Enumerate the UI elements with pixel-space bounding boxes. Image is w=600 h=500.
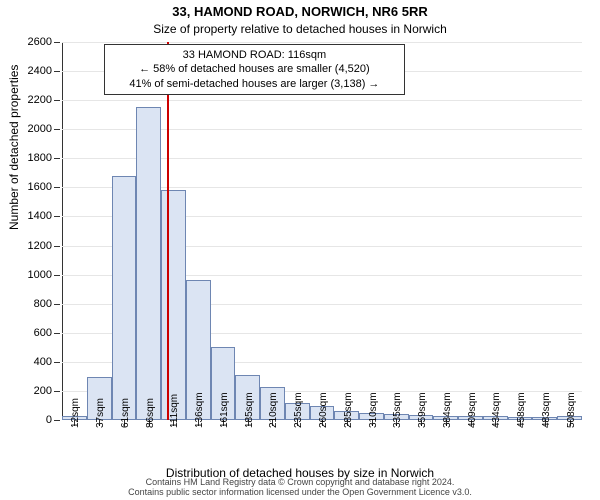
- annotation-line-2: ← 58% of detached houses are smaller (4,…: [139, 63, 370, 75]
- y-tick-label: 800: [34, 298, 62, 310]
- plot-area: 0200400600800100012001400160018002000220…: [62, 42, 582, 420]
- y-tick-label: 1200: [28, 240, 62, 252]
- attribution-line-1: Contains HM Land Registry data © Crown c…: [146, 477, 455, 487]
- x-tick-label: 61sqm: [120, 398, 131, 428]
- y-axis-line: [62, 42, 63, 420]
- x-tick-label: 136sqm: [194, 392, 205, 428]
- x-tick-label: 409sqm: [467, 392, 478, 428]
- y-tick-label: 400: [34, 356, 62, 368]
- y-tick-label: 1400: [28, 210, 62, 222]
- y-tick-label: 0: [46, 414, 62, 426]
- x-tick-label: 508sqm: [566, 392, 577, 428]
- x-tick-label: 86sqm: [145, 398, 156, 428]
- x-tick-label: 285sqm: [343, 392, 354, 428]
- attribution-line-2: Contains public sector information licen…: [128, 487, 472, 497]
- x-tick-label: 161sqm: [219, 392, 230, 428]
- reference-line: [167, 42, 169, 420]
- figure-container: 33, HAMOND ROAD, NORWICH, NR6 5RR Size o…: [0, 0, 600, 500]
- annotation-line-1: 33 HAMOND ROAD: 116sqm: [183, 49, 326, 61]
- annotation-line-3: 41% of semi-detached houses are larger (…: [129, 78, 379, 90]
- y-tick-label: 1000: [28, 269, 62, 281]
- x-tick-label: 12sqm: [70, 398, 81, 428]
- y-axis-label-text: Number of detached properties: [7, 65, 21, 230]
- x-tick-label: 185sqm: [244, 392, 255, 428]
- x-tick-label: 384sqm: [442, 392, 453, 428]
- x-tick-label: 210sqm: [268, 392, 279, 428]
- histogram-bar: [112, 176, 137, 420]
- attribution-text: Contains HM Land Registry data © Crown c…: [0, 478, 600, 498]
- x-tick-label: 434sqm: [491, 392, 502, 428]
- x-tick-label: 37sqm: [95, 398, 106, 428]
- y-tick-label: 1600: [28, 181, 62, 193]
- y-tick-label: 2000: [28, 123, 62, 135]
- x-tick-label: 111sqm: [169, 394, 180, 428]
- y-tick-label: 1800: [28, 152, 62, 164]
- x-tick-label: 335sqm: [392, 392, 403, 428]
- y-tick-label: 600: [34, 327, 62, 339]
- gridline: [62, 100, 582, 101]
- x-tick-label: 359sqm: [417, 392, 428, 428]
- gridline: [62, 42, 582, 43]
- chart-title: 33, HAMOND ROAD, NORWICH, NR6 5RR: [0, 4, 600, 19]
- y-tick-label: 2200: [28, 94, 62, 106]
- x-tick-label: 483sqm: [541, 392, 552, 428]
- x-tick-label: 235sqm: [293, 392, 304, 428]
- x-tick-label: 260sqm: [318, 392, 329, 428]
- y-axis-label: Number of detached properties: [7, 65, 21, 230]
- x-tick-label: 310sqm: [368, 392, 379, 428]
- histogram-bar: [161, 190, 186, 420]
- x-tick-label: 458sqm: [516, 392, 527, 428]
- annotation-box: 33 HAMOND ROAD: 116sqm ← 58% of detached …: [104, 44, 406, 95]
- y-tick-label: 2600: [28, 36, 62, 48]
- histogram-bar: [136, 107, 161, 420]
- y-tick-label: 2400: [28, 65, 62, 77]
- y-tick-label: 200: [34, 385, 62, 397]
- chart-subtitle: Size of property relative to detached ho…: [0, 22, 600, 36]
